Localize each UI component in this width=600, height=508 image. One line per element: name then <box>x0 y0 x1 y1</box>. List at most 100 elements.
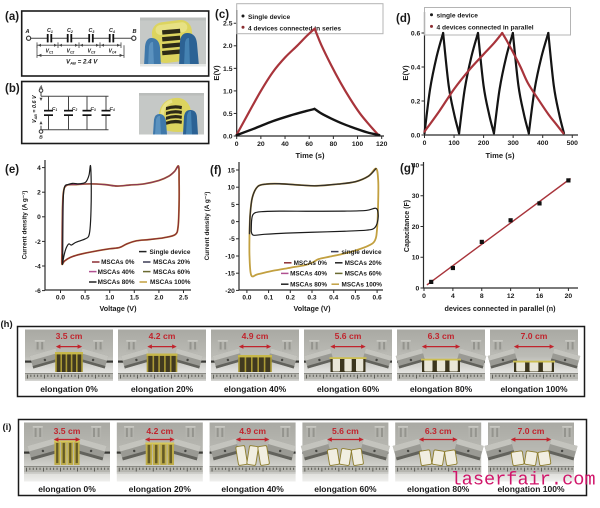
svg-text:Current density (A g⁻¹): Current density (A g⁻¹) <box>204 192 211 261</box>
svg-text:C3: C3 <box>89 28 95 34</box>
svg-text:2.5: 2.5 <box>179 295 188 302</box>
svg-text:(a): (a) <box>5 11 19 23</box>
svg-text:MSCAs 80%: MSCAs 80% <box>290 281 327 288</box>
svg-text:0: 0 <box>416 285 420 292</box>
svg-text:-2: -2 <box>35 239 41 246</box>
svg-text:0.0: 0.0 <box>223 133 233 140</box>
svg-text:4 devices connected in series: 4 devices connected in series <box>248 25 341 32</box>
svg-text:-15: -15 <box>225 271 235 278</box>
svg-text:0.4: 0.4 <box>411 64 421 71</box>
svg-text:(h): (h) <box>1 319 13 330</box>
svg-text:elongation 60%: elongation 60% <box>314 484 377 494</box>
svg-text:3.5 cm: 3.5 cm <box>54 426 81 436</box>
svg-text:0.5: 0.5 <box>351 295 360 302</box>
svg-text:-10: -10 <box>225 253 235 260</box>
svg-text:MSCAs 20%: MSCAs 20% <box>345 260 382 267</box>
svg-text:0.5: 0.5 <box>223 111 233 118</box>
svg-text:0: 0 <box>422 293 426 300</box>
svg-text:0.6: 0.6 <box>373 295 382 302</box>
svg-text:C2: C2 <box>67 28 73 34</box>
svg-text:2: 2 <box>37 190 41 197</box>
svg-text:elongation 20%: elongation 20% <box>131 384 194 394</box>
svg-text:0.0: 0.0 <box>56 295 65 302</box>
svg-text:-6: -6 <box>35 288 41 295</box>
svg-text:MSCAs 40%: MSCAs 40% <box>98 269 135 276</box>
svg-text:0.0: 0.0 <box>242 295 251 302</box>
svg-text:0: 0 <box>235 141 239 148</box>
svg-text:elongation 100%: elongation 100% <box>497 484 565 494</box>
svg-text:MSCAs 80%: MSCAs 80% <box>98 279 135 286</box>
svg-text:A: A <box>24 29 29 35</box>
svg-text:0.0: 0.0 <box>411 132 421 139</box>
svg-text:MSCAs 40%: MSCAs 40% <box>290 271 327 278</box>
svg-text:elongation 40%: elongation 40% <box>224 384 287 394</box>
svg-text:(b): (b) <box>5 83 20 95</box>
svg-text:Voltage (V): Voltage (V) <box>99 304 137 313</box>
svg-text:2.0: 2.0 <box>154 295 163 302</box>
svg-text:MSCAs 100%: MSCAs 100% <box>150 279 191 286</box>
svg-text:(c): (c) <box>215 9 229 21</box>
svg-text:(g): (g) <box>400 163 415 175</box>
svg-text:40: 40 <box>412 162 420 169</box>
svg-text:C4: C4 <box>109 28 115 34</box>
svg-text:300: 300 <box>507 140 519 147</box>
svg-text:Time (s): Time (s) <box>486 151 515 160</box>
svg-text:elongation 40%: elongation 40% <box>221 484 284 494</box>
svg-text:elongation 0%: elongation 0% <box>38 484 96 494</box>
svg-text:7.0 cm: 7.0 cm <box>518 426 545 436</box>
svg-text:laserfair.com: laserfair.com <box>451 470 596 491</box>
svg-text:MSCAs 100%: MSCAs 100% <box>342 281 383 288</box>
svg-text:Capacitance (F): Capacitance (F) <box>404 200 411 252</box>
svg-text:E(V): E(V) <box>401 65 410 81</box>
svg-text:E(V): E(V) <box>212 65 221 81</box>
svg-text:VAB = 0.6 V: VAB = 0.6 V <box>32 95 38 123</box>
svg-text:C1: C1 <box>47 28 53 34</box>
svg-text:single device: single device <box>437 13 479 20</box>
svg-text:elongation 80%: elongation 80% <box>410 384 473 394</box>
svg-text:30: 30 <box>412 193 420 200</box>
svg-text:(e): (e) <box>5 164 19 176</box>
svg-text:Current density (A g⁻¹): Current density (A g⁻¹) <box>22 191 29 260</box>
svg-text:20: 20 <box>565 293 573 300</box>
svg-text:MSCAs 60%: MSCAs 60% <box>345 271 382 278</box>
svg-text:0.1: 0.1 <box>264 295 273 302</box>
svg-text:-5: -5 <box>229 236 235 243</box>
svg-text:Single device: Single device <box>248 14 290 21</box>
svg-text:MSCAs 0%: MSCAs 0% <box>294 260 328 267</box>
svg-text:VC1: VC1 <box>46 49 54 55</box>
svg-text:0.4: 0.4 <box>329 295 338 302</box>
svg-text:(d): (d) <box>396 13 411 25</box>
svg-text:0.3: 0.3 <box>307 295 316 302</box>
svg-text:6.3 cm: 6.3 cm <box>428 331 455 341</box>
svg-text:200: 200 <box>478 140 490 147</box>
svg-text:5.6 cm: 5.6 cm <box>335 331 362 341</box>
svg-text:B: B <box>39 135 43 141</box>
svg-text:5.6 cm: 5.6 cm <box>332 426 359 436</box>
svg-text:10: 10 <box>412 255 420 262</box>
svg-text:C4: C4 <box>110 106 115 112</box>
svg-text:5: 5 <box>231 202 235 209</box>
svg-text:1.0: 1.0 <box>223 88 233 95</box>
svg-text:500: 500 <box>567 140 579 147</box>
svg-text:A: A <box>38 85 43 91</box>
svg-text:elongation 80%: elongation 80% <box>407 484 470 494</box>
svg-text:1.0: 1.0 <box>105 295 114 302</box>
svg-text:2.0: 2.0 <box>223 43 233 50</box>
svg-text:(i): (i) <box>3 422 12 433</box>
svg-text:80: 80 <box>330 141 338 148</box>
svg-text:single device: single device <box>341 249 382 256</box>
svg-text:VC4: VC4 <box>109 49 117 55</box>
svg-text:4.9 cm: 4.9 cm <box>239 426 266 436</box>
svg-text:20: 20 <box>257 141 265 148</box>
svg-text:0.5: 0.5 <box>81 295 90 302</box>
svg-text:VAB = 2.4 V: VAB = 2.4 V <box>66 59 98 66</box>
svg-text:0: 0 <box>423 140 427 147</box>
svg-text:4.2 cm: 4.2 cm <box>146 426 173 436</box>
svg-text:MSCAs 60%: MSCAs 60% <box>153 269 190 276</box>
svg-text:elongation 100%: elongation 100% <box>500 384 568 394</box>
svg-text:C1: C1 <box>52 106 57 112</box>
svg-text:-20: -20 <box>225 288 235 295</box>
svg-text:2.5: 2.5 <box>223 21 233 28</box>
svg-text:20: 20 <box>412 224 420 231</box>
svg-text:Single device: Single device <box>150 249 191 256</box>
